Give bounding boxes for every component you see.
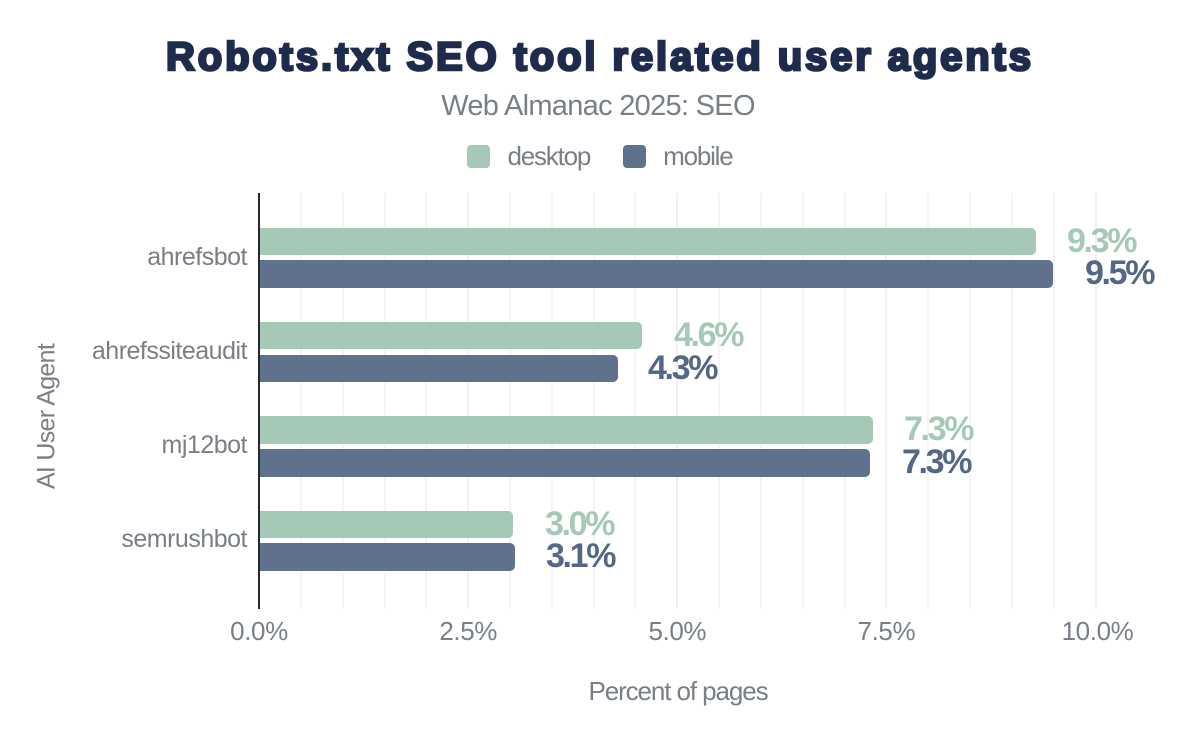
- svg-text:Robots.txt SEO tool related us: Robots.txt SEO tool related user agents: [166, 35, 1031, 79]
